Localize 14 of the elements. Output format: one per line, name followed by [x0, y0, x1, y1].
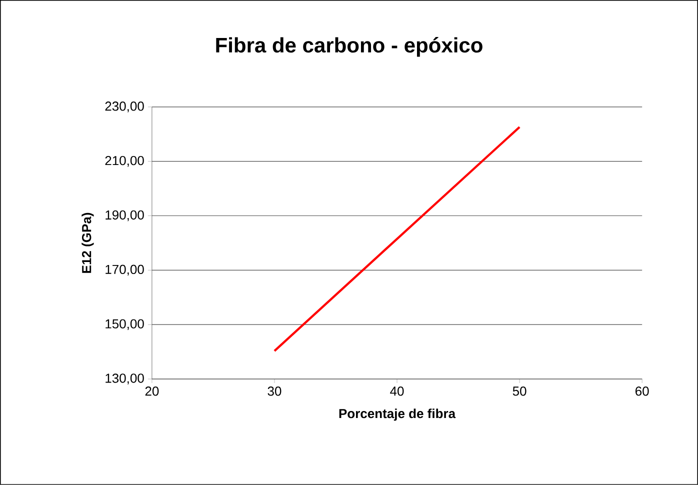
x-tick-label: 40 — [390, 386, 404, 396]
x-axis-title: Porcentaje de fibra — [339, 408, 456, 421]
y-tick-label: 190,00 — [106, 210, 144, 222]
x-tick-label: 30 — [268, 386, 282, 396]
y-tick-label: 130,00 — [106, 374, 144, 384]
y-tick-label: 210,00 — [105, 156, 144, 167]
x-tick-label: 50 — [512, 386, 526, 396]
x-tick-label: 20 — [145, 386, 159, 396]
y-tick-label: 170,00 — [106, 264, 144, 276]
y-tick-label: 150,00 — [106, 319, 144, 330]
y-axis-title: E12 (GPa) — [82, 212, 94, 273]
y-tick-label: 230,00 — [105, 102, 144, 112]
x-tick-label: 60 — [636, 386, 649, 396]
chart-title: Fibra de carbono - epóxico — [216, 37, 482, 57]
